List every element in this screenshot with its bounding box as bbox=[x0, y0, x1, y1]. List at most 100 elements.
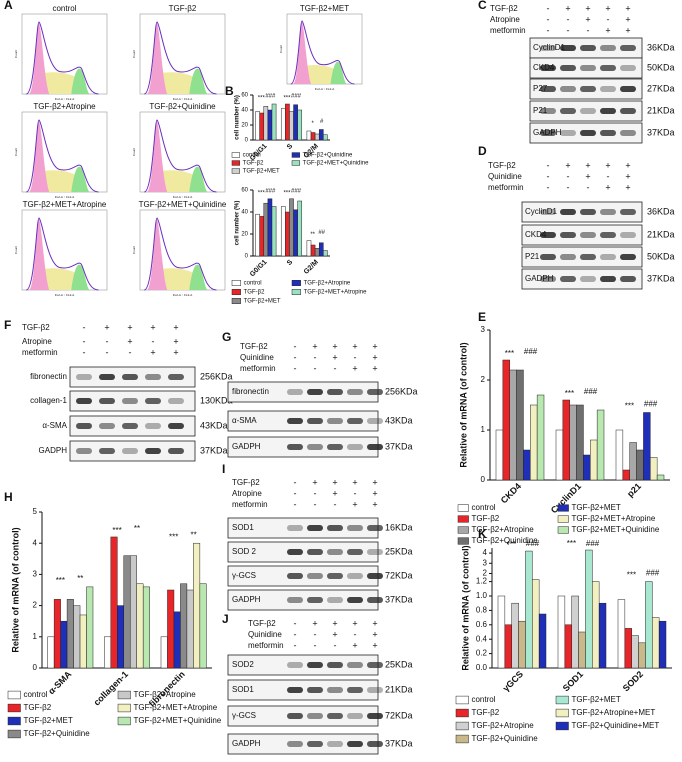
y-tick-label: 2 bbox=[483, 569, 488, 578]
condition-sign: - bbox=[547, 160, 550, 170]
blot-band bbox=[287, 444, 303, 450]
legend-label: TGF-β2+Atropine bbox=[133, 690, 196, 699]
bar bbox=[643, 412, 651, 481]
significance-mark: *** bbox=[112, 526, 121, 535]
bar bbox=[280, 108, 286, 141]
histogram-title: TGF-β2+Atropine bbox=[33, 102, 96, 111]
condition-sign: - bbox=[334, 499, 337, 509]
condition-label: Quinidine bbox=[248, 630, 282, 639]
bar bbox=[318, 129, 324, 141]
legend-label: TGF-β2+MET bbox=[244, 299, 281, 305]
significance-mark: *** bbox=[567, 539, 576, 548]
blot-band bbox=[620, 254, 636, 260]
condition-sign: - bbox=[567, 14, 570, 24]
condition-sign: - bbox=[587, 182, 590, 192]
condition-sign: + bbox=[332, 488, 337, 498]
condition-label: metformin bbox=[240, 364, 276, 373]
blot-band bbox=[99, 374, 115, 380]
y-tick-label: 4 bbox=[483, 548, 488, 557]
bar bbox=[576, 404, 584, 481]
blot-band bbox=[367, 573, 383, 579]
blot-band bbox=[287, 549, 303, 555]
histogram-g1-peak bbox=[146, 121, 168, 192]
kda-label: 50KDa bbox=[647, 62, 675, 72]
condition-label: TGF-β2 bbox=[232, 478, 260, 487]
condition-sign: - bbox=[83, 336, 86, 346]
protein-label: CyclinD1 bbox=[525, 207, 558, 216]
legend-label: TGF-β2+MET+Quinidine bbox=[572, 525, 660, 534]
significance-mark: *** bbox=[507, 540, 516, 549]
legend-swatch bbox=[555, 695, 569, 705]
y-tick-label: 60 bbox=[241, 188, 248, 194]
kda-label: 43KDa bbox=[200, 420, 228, 430]
legend-label: TGF-β2+MET+Quinidine bbox=[133, 716, 221, 725]
histogram-y-label: Count bbox=[132, 50, 136, 58]
kda-label: 130KDa bbox=[200, 395, 233, 405]
y-tick-label: 1 bbox=[481, 425, 486, 434]
significance-mark: ### bbox=[584, 387, 598, 396]
blot-band bbox=[122, 448, 138, 454]
bar bbox=[129, 555, 137, 669]
bar bbox=[293, 209, 298, 257]
blot-band bbox=[367, 662, 383, 668]
blot-band bbox=[327, 418, 343, 424]
legend-swatch bbox=[455, 734, 469, 744]
blot-band bbox=[327, 662, 343, 668]
condition-sign: + bbox=[312, 341, 317, 351]
bar bbox=[509, 369, 517, 481]
bar bbox=[314, 133, 320, 141]
blot-band bbox=[620, 86, 636, 92]
histogram-x-label: FL2-A :: FL2-A bbox=[173, 97, 193, 101]
blot-band bbox=[168, 398, 184, 404]
histogram-g1-peak bbox=[146, 23, 168, 95]
blot-band bbox=[540, 45, 556, 51]
legend-swatch bbox=[117, 703, 131, 713]
condition-sign: - bbox=[314, 629, 317, 639]
blot-band bbox=[540, 254, 556, 260]
significance-mark: *** bbox=[565, 389, 574, 398]
blot-band bbox=[347, 573, 363, 579]
histogram-outline bbox=[25, 217, 99, 291]
condition-sign: - bbox=[294, 618, 297, 628]
condition-label: metformin bbox=[490, 26, 526, 35]
blot-band bbox=[168, 374, 184, 380]
histogram-s-phase bbox=[39, 170, 75, 192]
histogram-s-phase bbox=[157, 268, 193, 290]
histogram-title: TGF-β2+MET+Quinidine bbox=[139, 200, 227, 209]
condition-sign: + bbox=[625, 25, 630, 35]
bar bbox=[79, 614, 87, 669]
histogram-y-label: Count bbox=[132, 148, 136, 156]
histogram-g2-peak bbox=[189, 166, 208, 192]
kda-label: 256KDa bbox=[385, 386, 418, 396]
legend-swatch bbox=[7, 716, 21, 726]
blot-band bbox=[580, 65, 596, 71]
blot-band bbox=[600, 108, 616, 114]
legend-swatch bbox=[117, 690, 131, 700]
legend-swatch bbox=[291, 289, 301, 295]
y-tick-label: 5 bbox=[33, 507, 38, 516]
y-axis-label: Relative of mRNA (of control) bbox=[460, 545, 470, 670]
blot-band bbox=[580, 130, 596, 136]
bar bbox=[617, 599, 626, 669]
bar bbox=[523, 449, 531, 481]
bar bbox=[66, 599, 74, 669]
blot-band bbox=[367, 713, 383, 719]
blot-band bbox=[307, 597, 323, 603]
blot-band bbox=[327, 741, 343, 747]
blot-band bbox=[168, 423, 184, 429]
y-tick-label: 4 bbox=[33, 538, 38, 547]
y-tick-label: 0 bbox=[33, 663, 38, 672]
histogram-x-label: FL2-A :: FL2-A bbox=[55, 195, 75, 199]
legend-swatch bbox=[231, 298, 241, 304]
legend-swatch bbox=[231, 280, 241, 286]
significance-mark: ### bbox=[265, 94, 276, 100]
bar bbox=[318, 242, 324, 257]
condition-sign: + bbox=[127, 322, 132, 332]
protein-label: GADPH bbox=[525, 274, 554, 283]
blot-band bbox=[307, 418, 323, 424]
blot-band bbox=[600, 86, 616, 92]
blot-band bbox=[580, 45, 596, 51]
panel-letter: F bbox=[4, 318, 11, 332]
condition-label: TGF-β2 bbox=[22, 323, 50, 332]
legend-label: control bbox=[472, 503, 496, 512]
